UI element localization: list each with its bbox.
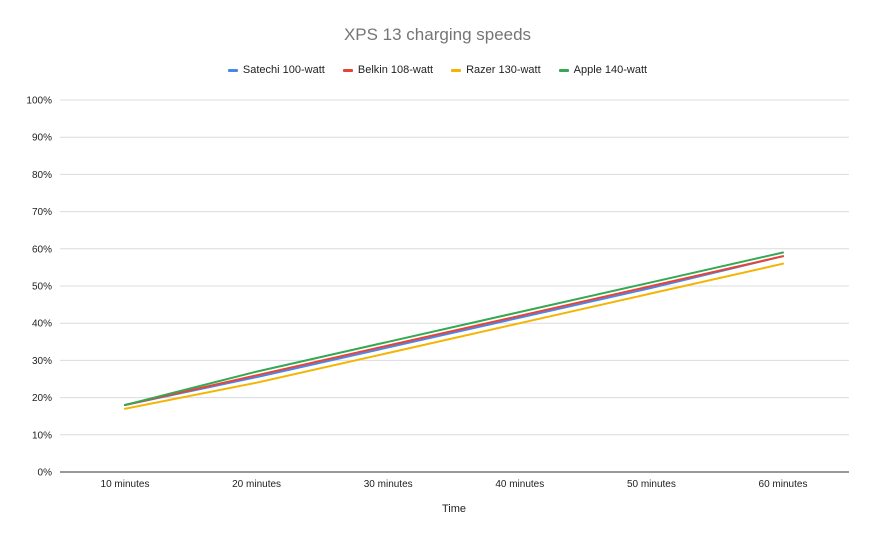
gridlines (60, 99, 849, 473)
series-line-razer (124, 262, 784, 410)
y-tick-label: 90% (32, 133, 52, 144)
legend-swatch-satechi (227, 68, 238, 72)
series-lines (124, 251, 784, 410)
chart-title: XPS 13 charging speeds (343, 25, 532, 44)
legend-swatch-belkin (342, 68, 353, 72)
legend-label-satechi: Satechi 100-watt (242, 64, 325, 76)
series-line-apple (124, 251, 784, 406)
y-tick-label: 0% (38, 468, 53, 479)
legend: Satechi 100-watt Belkin 108-watt Razer 1… (0, 64, 875, 76)
y-tick-label: 80% (32, 170, 52, 181)
legend-swatch-apple (558, 68, 569, 72)
x-tick-label: 30 minutes (364, 479, 413, 490)
legend-swatch-razer (451, 68, 462, 72)
x-tick-label: 20 minutes (232, 479, 281, 490)
legend-item-razer[interactable]: Razer 130-watt (451, 64, 541, 76)
x-tick-label: 40 minutes (495, 479, 544, 490)
legend-item-satechi[interactable]: Satechi 100-watt (227, 64, 325, 76)
y-tick-label: 100% (26, 96, 52, 107)
legend-label-razer: Razer 130-watt (466, 64, 541, 76)
x-tick-label: 10 minutes (101, 479, 150, 490)
legend-label-belkin: Belkin 108-watt (357, 64, 434, 76)
y-tick-label: 40% (32, 319, 52, 330)
x-tick-label: 50 minutes (627, 479, 676, 490)
y-tick-label: 60% (32, 244, 52, 255)
series-line-belkin (124, 255, 784, 406)
y-tick-label: 20% (32, 393, 52, 404)
y-axis-ticks: 0% 10% 20% 30% 40% 50% 60% 70% 80% 90% 100% (26, 96, 52, 479)
x-tick-label: 60 minutes (759, 479, 808, 490)
legend-item-belkin[interactable]: Belkin 108-watt (342, 64, 434, 76)
y-tick-label: 70% (32, 207, 52, 218)
legend-item-apple[interactable]: Apple 140-watt (558, 64, 648, 76)
legend-label-apple: Apple 140-watt (573, 64, 648, 76)
x-axis-ticks: 10 minutes 20 minutes 30 minutes 40 minutes… (101, 479, 808, 490)
y-tick-label: 10% (32, 430, 52, 441)
y-tick-label: 50% (32, 282, 52, 293)
series-line-satechi (124, 255, 784, 406)
x-axis-title: Time (442, 503, 466, 515)
y-tick-label: 30% (32, 356, 52, 367)
